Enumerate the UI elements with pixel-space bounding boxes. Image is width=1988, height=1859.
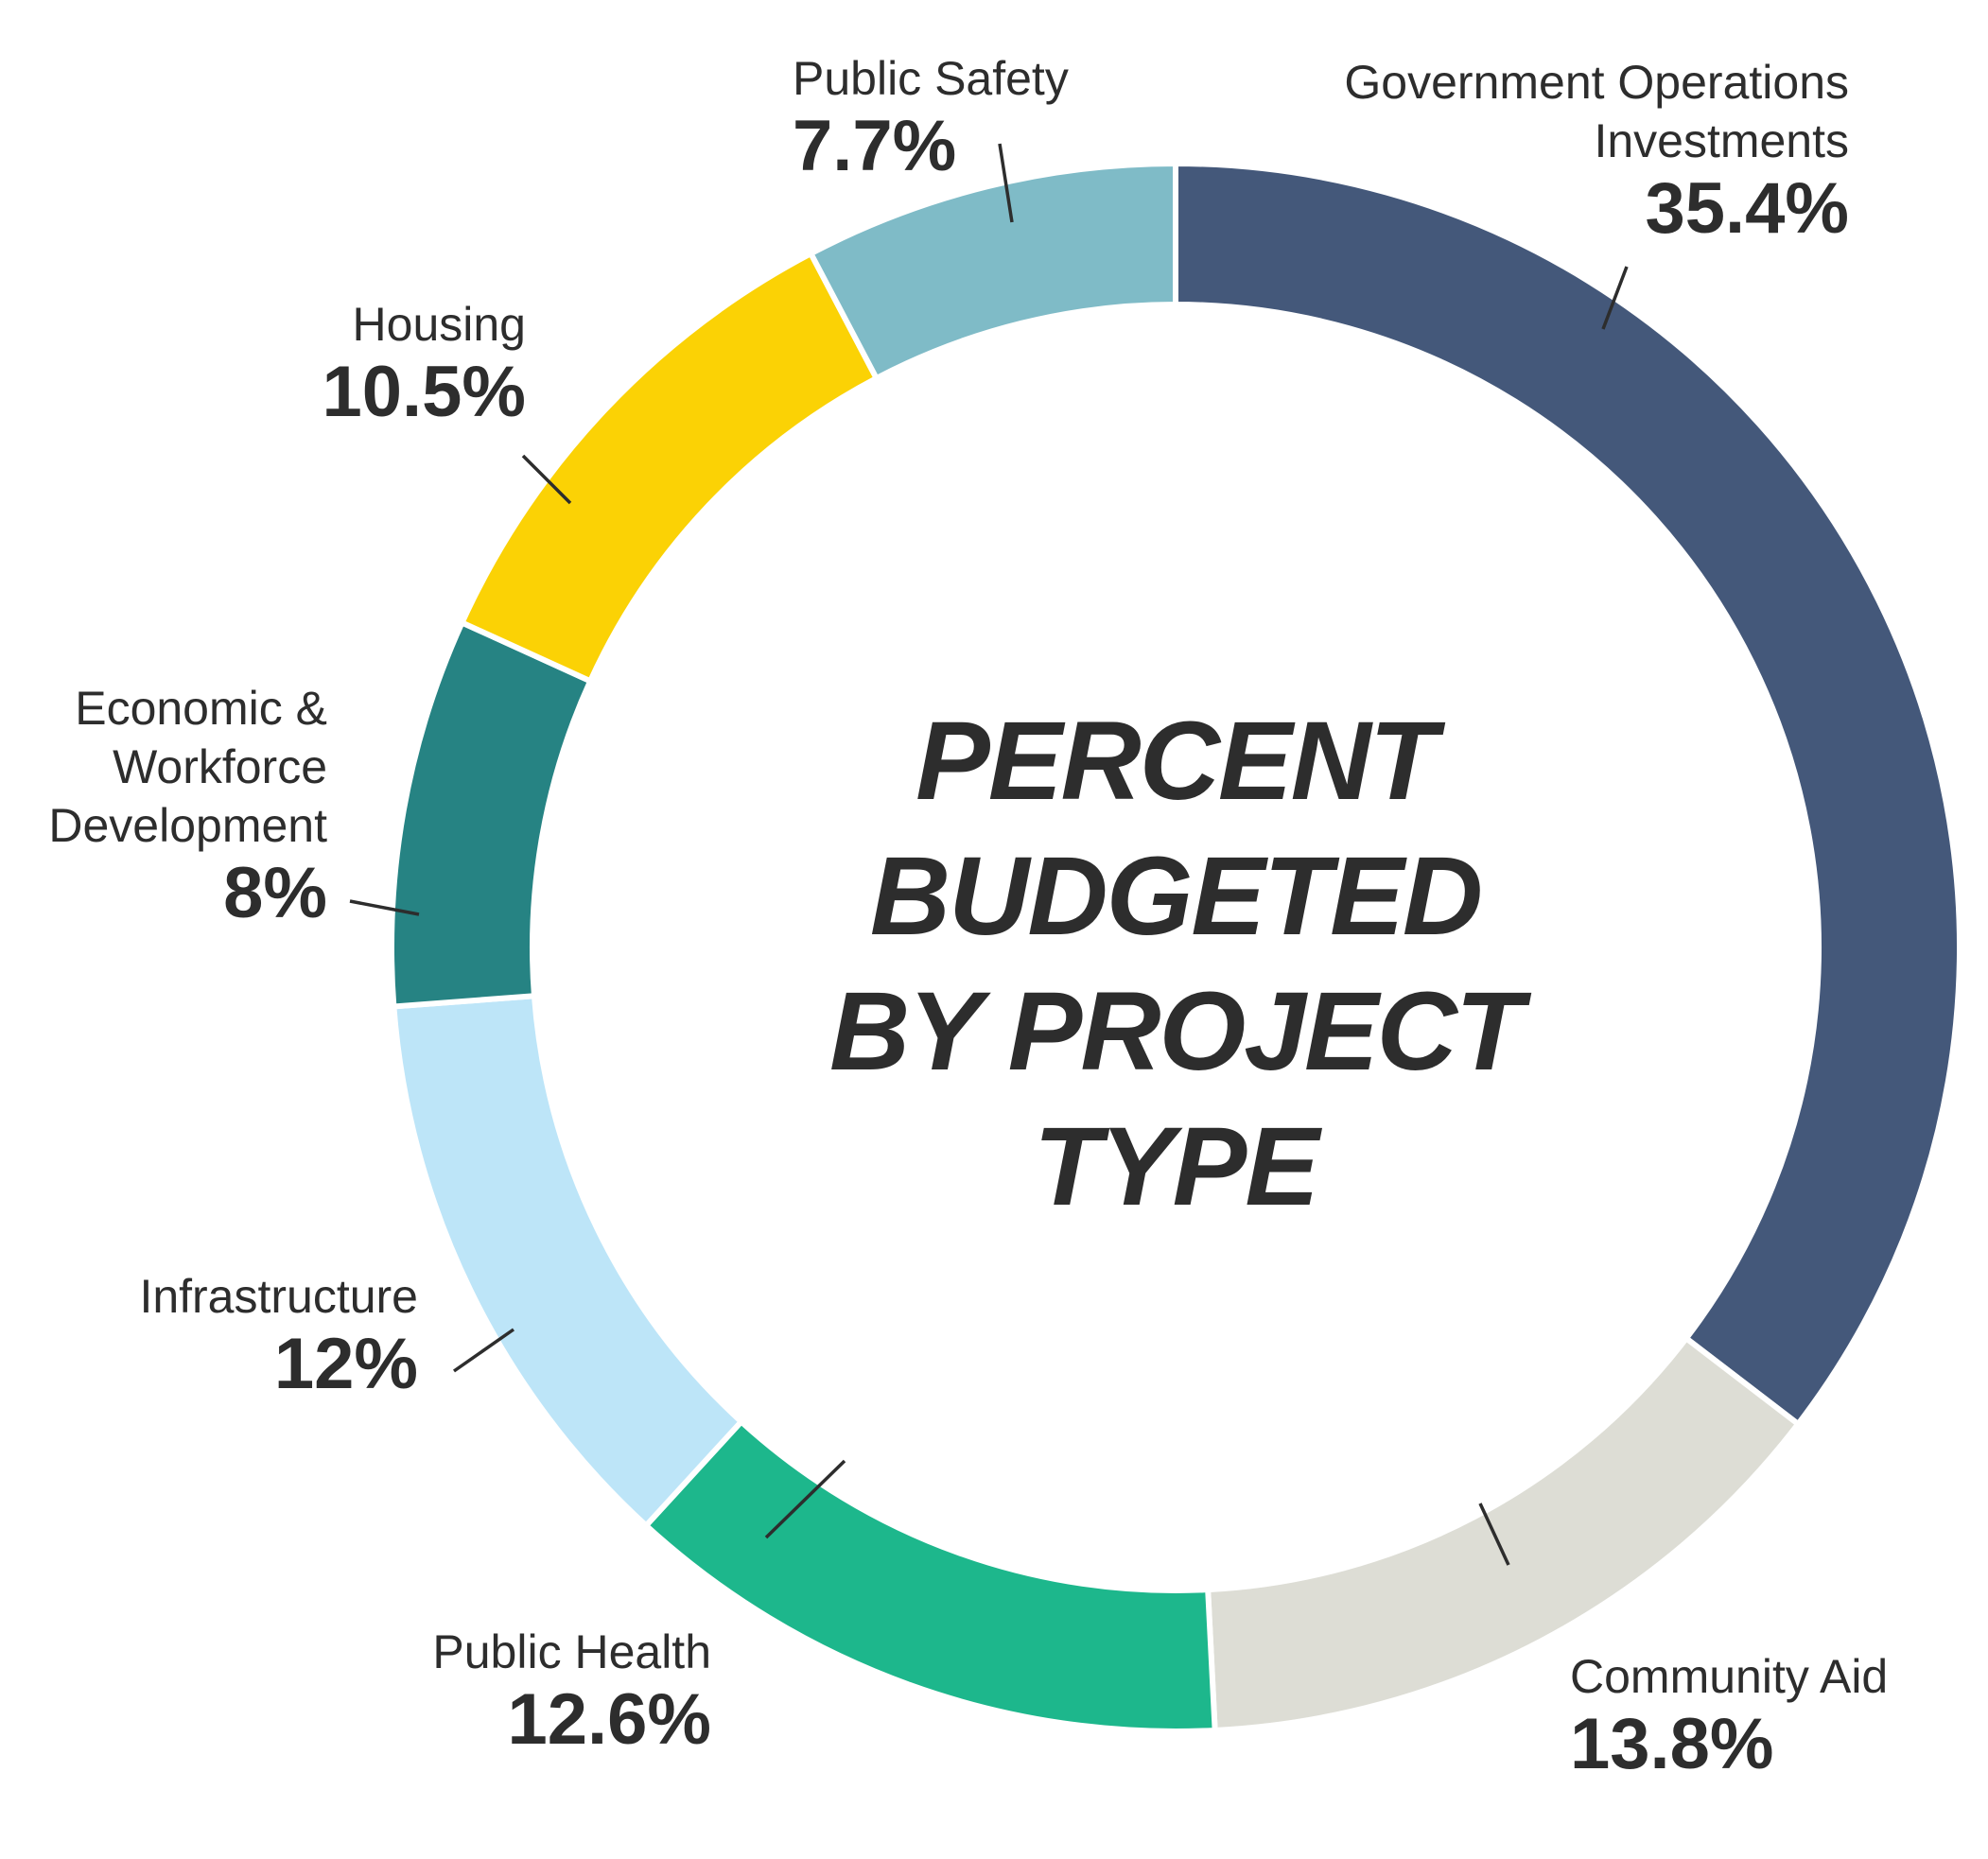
leader-line-community-aid [1478,1503,1510,1566]
slice-name-public-health: Public Health [432,1625,711,1678]
slice-public-health [641,1417,1218,1734]
slice-name-economic-workforce-development: Economic & [75,682,327,735]
slice-name-economic-workforce-development: Workforce [113,740,327,793]
leader-line-public-health [764,1459,846,1539]
slice-name-community-aid: Community Aid [1570,1650,1888,1703]
slice-government-operations-investments [1173,160,1962,1429]
slice-value-community-aid: 13.8% [1570,1704,1774,1784]
slice-value-public-safety: 7.7% [793,106,956,186]
slice-name-infrastructure: Infrastructure [139,1270,418,1323]
slice-name-public-safety: Public Safety [793,52,1069,105]
chart-title-line: BY PROJECT [829,969,1532,1094]
leader-line-public-safety [998,143,1014,223]
slice-name-economic-workforce-development: Development [48,799,327,852]
slice-economic-workforce-development [389,618,595,1010]
chart-title-line: BUDGETED [870,834,1481,959]
chart-title-line: PERCENT [916,699,1446,824]
slice-value-public-health: 12.6% [508,1679,712,1760]
chart-title: PERCENT BUDGETED BY PROJECT TYPE [829,699,1532,1229]
leader-line-economic-workforce-development [349,899,420,916]
slice-value-government-operations-investments: 35.4% [1646,168,1850,249]
leader-lines [349,143,1629,1566]
slice-name-government-operations-investments: Government Operations [1344,56,1849,109]
chart-title-line: TYPE [1034,1104,1322,1229]
leader-line-government-operations-investments [1601,266,1629,330]
leader-line-infrastructure [452,1328,515,1373]
slice-value-economic-workforce-development: 8% [223,853,327,933]
slices [389,160,1962,1734]
slice-infrastructure [391,993,746,1530]
slice-value-housing: 10.5% [323,352,527,432]
slice-name-government-operations-investments: Investments [1594,114,1849,167]
leader-line-housing [521,454,572,505]
slice-name-housing: Housing [353,298,526,351]
slice-value-infrastructure: 12% [274,1324,418,1404]
slice-public-safety [807,160,1178,383]
